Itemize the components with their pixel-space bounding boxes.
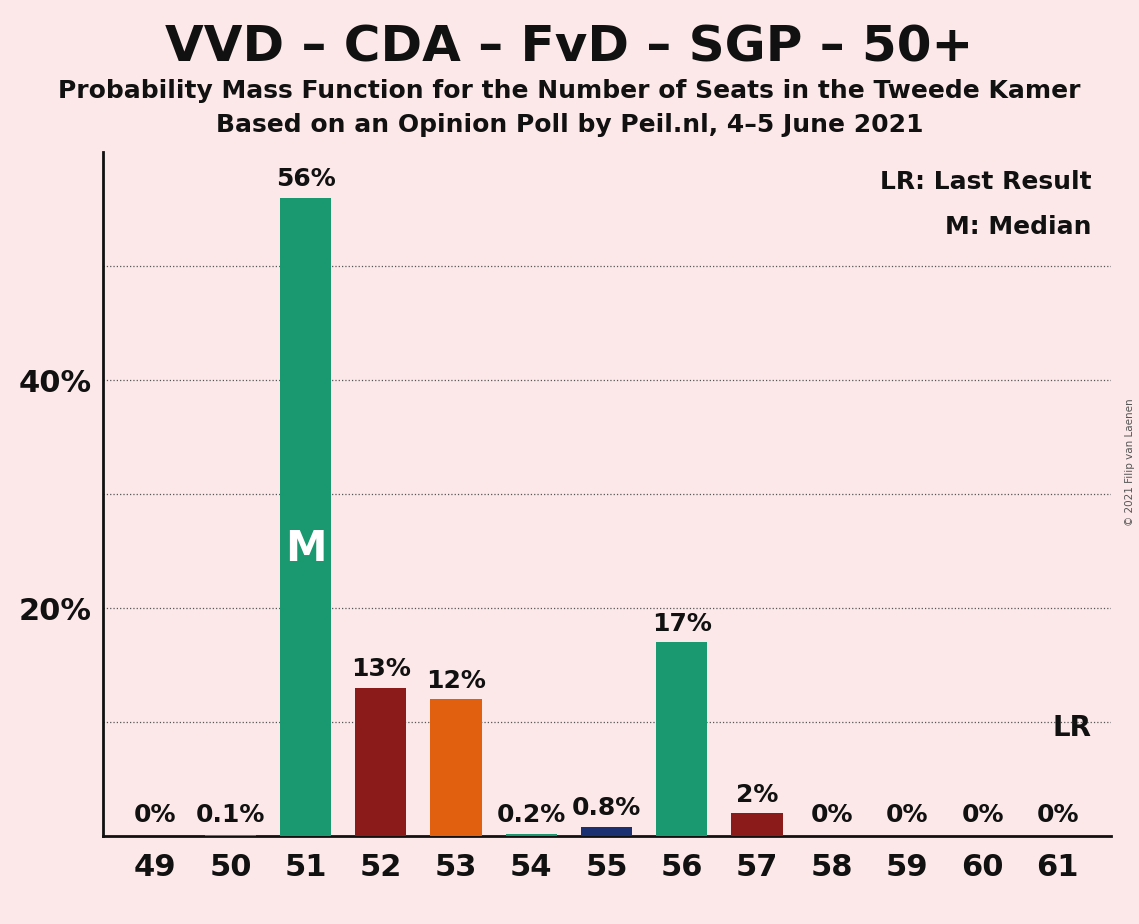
Text: © 2021 Filip van Laenen: © 2021 Filip van Laenen [1125, 398, 1134, 526]
Bar [205, 835, 256, 836]
Text: VVD – CDA – FvD – SGP – 50+: VVD – CDA – FvD – SGP – 50+ [165, 23, 974, 71]
Bar [431, 699, 482, 836]
Bar [355, 688, 407, 836]
Text: 0%: 0% [886, 803, 928, 827]
Text: 0.1%: 0.1% [196, 803, 265, 827]
Text: LR: Last Result: LR: Last Result [880, 170, 1091, 193]
Text: 0%: 0% [811, 803, 853, 827]
Text: 56%: 56% [276, 167, 336, 191]
Text: LR: LR [1052, 714, 1091, 742]
Text: 0.2%: 0.2% [497, 803, 566, 827]
Text: 0.8%: 0.8% [572, 796, 641, 821]
Text: 12%: 12% [426, 669, 486, 693]
Text: 2%: 2% [736, 783, 778, 807]
Text: M: Median: M: Median [945, 215, 1091, 239]
Text: Probability Mass Function for the Number of Seats in the Tweede Kamer: Probability Mass Function for the Number… [58, 79, 1081, 103]
Text: Based on an Opinion Poll by Peil.nl, 4–5 June 2021: Based on an Opinion Poll by Peil.nl, 4–5… [215, 113, 924, 137]
Bar [506, 834, 557, 836]
Text: 13%: 13% [351, 657, 411, 681]
Bar [581, 827, 632, 836]
Bar [656, 642, 707, 836]
Bar [731, 813, 782, 836]
Text: M: M [285, 528, 327, 570]
Text: 0%: 0% [1036, 803, 1079, 827]
Text: 0%: 0% [134, 803, 177, 827]
Text: 0%: 0% [961, 803, 1003, 827]
Bar [280, 198, 331, 836]
Text: 17%: 17% [652, 612, 712, 636]
